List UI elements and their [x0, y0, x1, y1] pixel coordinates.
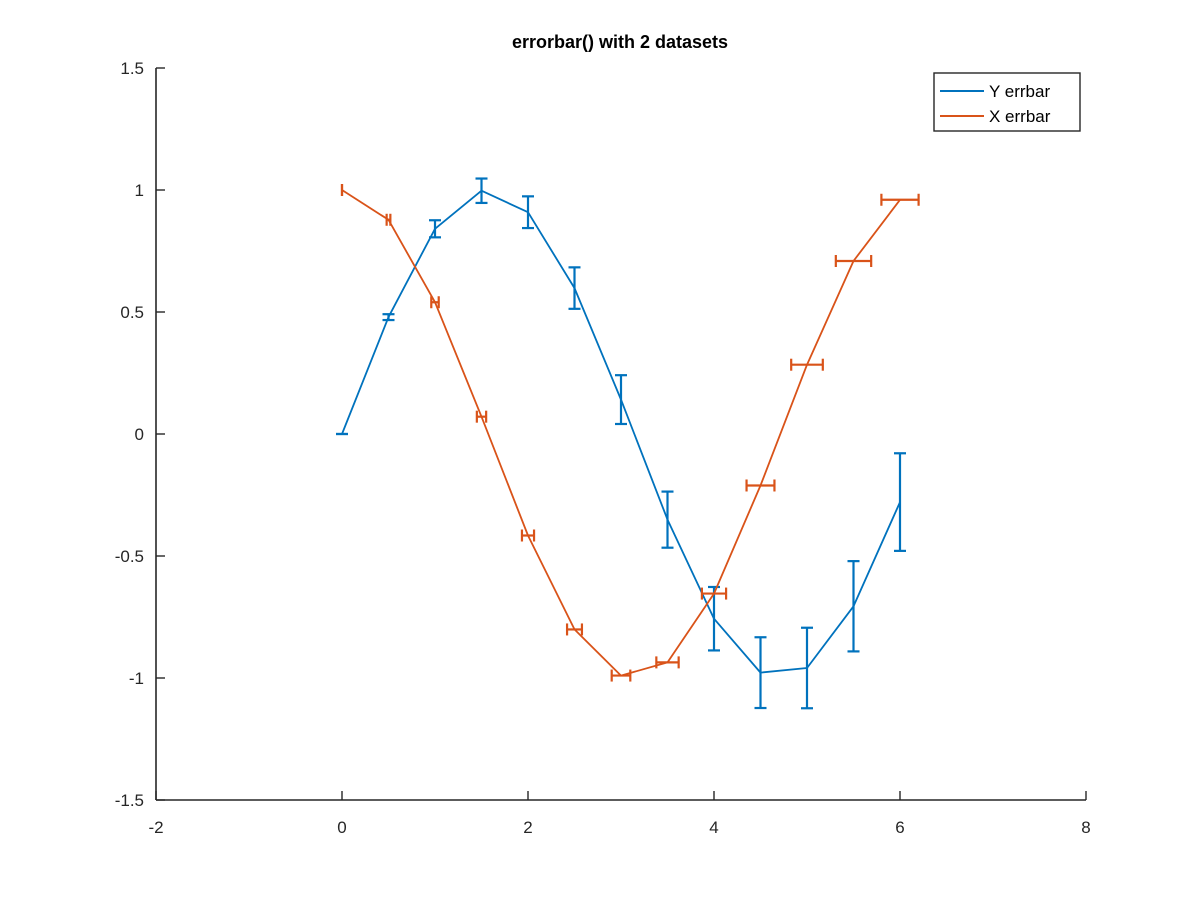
y-tick-label: -0.5	[115, 547, 144, 566]
error-bar	[655, 656, 680, 669]
error-bar	[754, 636, 767, 710]
error-bar	[847, 560, 860, 653]
error-bar	[834, 255, 873, 268]
error-bar	[708, 585, 720, 652]
y-tick-label: -1.5	[115, 791, 144, 810]
y-tick-label: 0	[135, 425, 144, 444]
y-tick-label: -1	[129, 669, 144, 688]
axes: -2 0 2 4 6 8 -1.5 -1 -0.5 0 0.5 1 1.5	[115, 59, 1091, 837]
x-tick-label: 2	[523, 818, 532, 837]
legend: Y errbar X errbar	[933, 72, 1081, 132]
legend-item-0: Y errbar	[940, 82, 1050, 101]
error-bar	[615, 374, 627, 426]
error-bar	[429, 219, 441, 239]
error-bar	[568, 266, 581, 310]
legend-item-1: X errbar	[940, 107, 1051, 126]
error-bar	[790, 358, 824, 371]
series-0	[336, 177, 906, 710]
y-tick-label: 1.5	[120, 59, 144, 78]
x-tick-label: 8	[1081, 818, 1090, 837]
legend-label: X errbar	[989, 107, 1051, 126]
error-bar	[520, 529, 536, 542]
x-tick-label: -2	[148, 818, 163, 837]
error-bar	[475, 177, 488, 205]
error-bar	[522, 195, 534, 230]
legend-box	[933, 72, 1081, 132]
x-tick-label: 6	[895, 818, 904, 837]
error-bar	[385, 213, 392, 226]
plot-lines	[336, 177, 920, 710]
chart-title: errorbar() with 2 datasets	[512, 32, 728, 52]
y-tick-label: 0.5	[120, 303, 144, 322]
error-bar	[745, 479, 776, 492]
legend-label: Y errbar	[989, 82, 1050, 101]
error-bar	[894, 452, 906, 552]
error-bar	[475, 410, 488, 423]
error-bar	[801, 626, 813, 710]
error-bar	[880, 193, 920, 206]
error-bar	[382, 313, 395, 322]
series-1	[340, 184, 920, 682]
x-tick-label: 4	[709, 818, 718, 837]
error-bar	[700, 587, 728, 600]
error-bar	[610, 669, 632, 682]
error-bar	[661, 490, 674, 549]
x-tick-label: 0	[337, 818, 346, 837]
y-tick-label: 1	[135, 181, 144, 200]
series-line-1	[341, 189, 901, 677]
error-bar	[565, 623, 584, 636]
error-bar	[430, 296, 440, 309]
series-line-0	[341, 189, 901, 674]
